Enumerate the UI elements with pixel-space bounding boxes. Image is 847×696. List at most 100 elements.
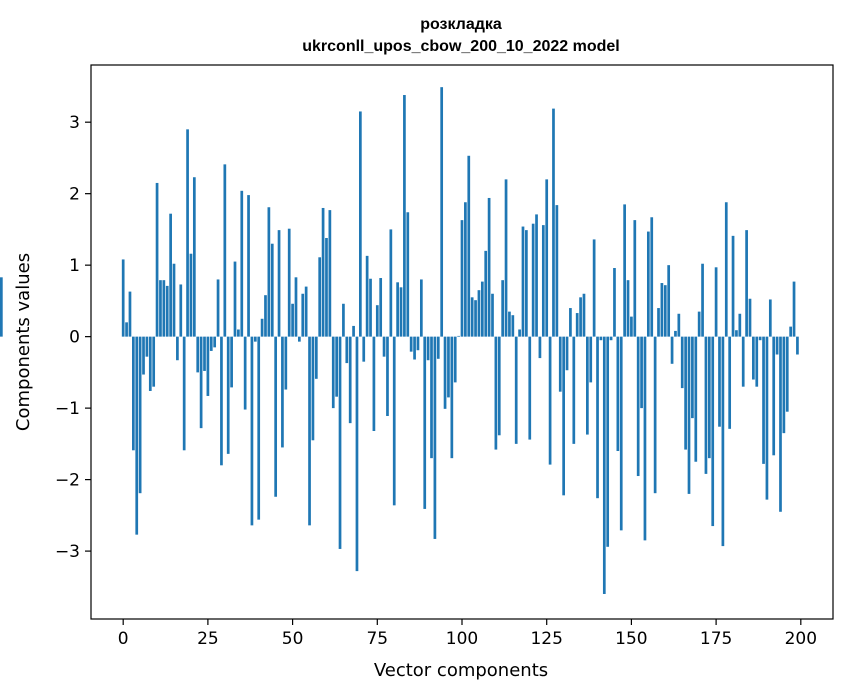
bar-component-183 [741, 336, 745, 387]
bar-component-27 [213, 336, 217, 348]
bar-component-154 [643, 336, 647, 541]
bar-component-100 [460, 220, 464, 337]
bar-component-17 [179, 284, 183, 337]
bar-component-75 [375, 305, 379, 337]
bar-component-162 [670, 336, 674, 364]
bar-component-19 [186, 129, 189, 337]
bar-component-121 [531, 223, 535, 337]
bar-component-79 [389, 229, 393, 337]
bar-component-20 [189, 253, 193, 337]
bar-component-193 [775, 336, 779, 355]
bar-component-150 [630, 316, 633, 337]
bar-component-178 [724, 202, 728, 337]
bar-component-161 [667, 265, 671, 337]
bar-component-134 [575, 313, 579, 337]
bar-component-126 [548, 336, 552, 465]
bar-component-8 [148, 336, 152, 391]
bar-component-58 [318, 257, 322, 337]
bar-component-145 [613, 268, 616, 337]
bar-component-2 [128, 291, 132, 337]
bar-component-65 [342, 303, 345, 337]
bar-component-37 [247, 195, 250, 337]
bar-component-138 [589, 336, 593, 383]
bar-component-64 [338, 336, 342, 549]
bar-component-142 [602, 336, 606, 594]
bar-component-198 [792, 281, 796, 337]
bar-component-39 [253, 336, 257, 342]
x-tick-label: 175 [700, 629, 732, 649]
bar-component-38 [250, 336, 254, 526]
bar-component-99 [457, 335, 460, 337]
bar-component-54 [304, 286, 308, 337]
bar-component-55 [308, 336, 311, 526]
bar-component-72 [365, 255, 369, 337]
bar-component-151 [633, 220, 637, 337]
bar-component-129 [558, 336, 562, 392]
bar-component-128 [555, 205, 559, 337]
bar-component-165 [680, 336, 684, 389]
bar-component-194 [779, 336, 782, 512]
bar-component-173 [707, 336, 711, 459]
bar-component-undefined [0, 277, 3, 337]
bar-component-123 [538, 336, 542, 359]
bar-component-22 [196, 336, 200, 373]
bar-component-21 [192, 177, 196, 337]
x-tick-label: 100 [446, 629, 478, 649]
x-axis-label: Vector components [374, 660, 548, 681]
bar-component-103 [470, 297, 474, 337]
bar-component-116 [514, 336, 518, 444]
bars-group [0, 87, 799, 594]
bar-component-90 [426, 336, 430, 361]
bar-component-186 [752, 336, 755, 380]
bar-component-86 [413, 336, 416, 360]
bar-component-177 [721, 336, 725, 547]
bar-component-34 [237, 329, 240, 337]
bar-component-188 [758, 336, 762, 341]
bar-component-91 [430, 336, 433, 459]
bar-component-144 [609, 336, 613, 341]
bar-component-61 [328, 210, 332, 337]
bar-component-191 [768, 299, 772, 337]
bar-component-153 [640, 336, 643, 409]
bar-component-172 [704, 336, 708, 474]
bar-component-47 [281, 336, 284, 448]
bar-component-0 [121, 259, 125, 337]
bar-component-149 [626, 280, 630, 337]
x-tick-label: 150 [615, 629, 647, 649]
bar-component-29 [220, 336, 223, 466]
bar-component-196 [785, 336, 789, 412]
bar-component-185 [748, 298, 752, 337]
bar-component-42 [264, 295, 267, 337]
x-tick-label: 75 [366, 629, 388, 649]
bar-component-16 [176, 336, 179, 361]
bar-component-6 [142, 336, 145, 375]
bar-component-117 [518, 329, 521, 337]
bar-component-199 [796, 336, 799, 355]
bar-component-184 [745, 230, 748, 337]
bar-component-87 [416, 336, 420, 351]
bar-component-115 [511, 315, 515, 337]
bar-component-164 [677, 313, 681, 337]
bar-component-97 [450, 336, 454, 459]
bar-component-49 [287, 228, 291, 337]
y-axis-ticks: −3 −2 −1 0 1 2 3 [55, 113, 91, 562]
y-tick-label: −1 [55, 399, 80, 419]
bar-component-28 [216, 279, 220, 337]
x-axis-ticks: 0 25 50 75 100 125 150 175 200 [118, 619, 817, 649]
bar-component-53 [301, 293, 305, 337]
bar-component-10 [155, 182, 159, 337]
bar-component-63 [335, 336, 338, 397]
bar-component-48 [284, 336, 288, 390]
bar-component-73 [369, 278, 372, 337]
y-tick-label: 2 [69, 185, 80, 205]
bar-component-189 [762, 336, 765, 464]
y-tick-label: 0 [69, 328, 80, 348]
bar-component-71 [362, 336, 366, 362]
bar-component-137 [586, 336, 589, 435]
bar-component-69 [355, 336, 359, 572]
x-tick-label: 125 [530, 629, 562, 649]
bar-component-156 [650, 217, 654, 337]
bar-component-122 [535, 214, 538, 337]
bar-component-167 [687, 336, 691, 494]
bar-component-106 [480, 281, 484, 337]
